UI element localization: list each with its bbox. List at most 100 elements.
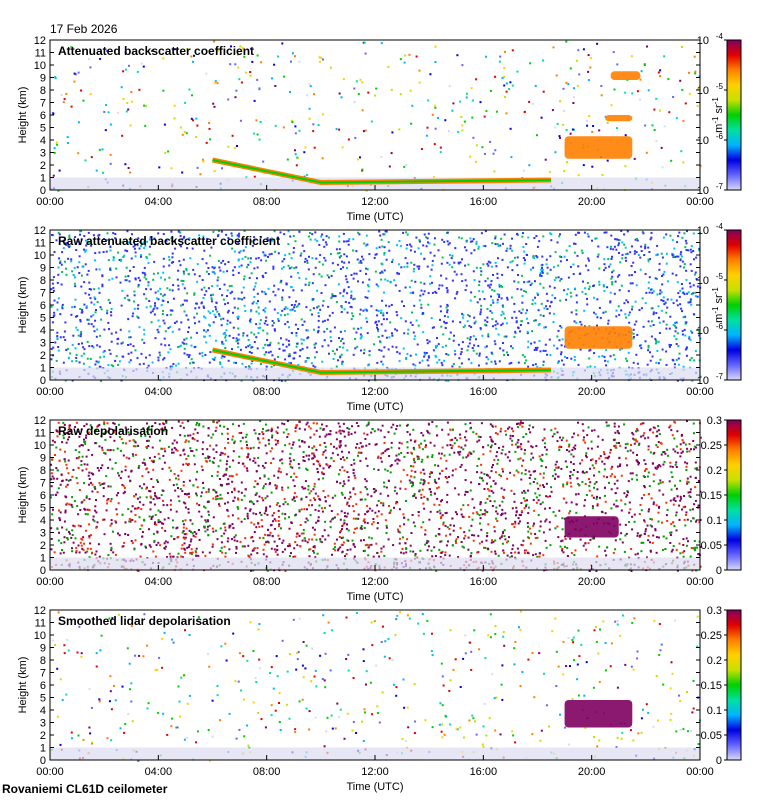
colorbar-tick-label: 0.15 [701, 680, 722, 692]
colorbar-tick-label: 0.3 [707, 605, 722, 617]
colorbar-ramp [726, 39, 742, 191]
cloud-feature-1 [564, 136, 633, 159]
plot-area [50, 230, 700, 380]
y-tick-label: 2 [40, 350, 46, 362]
x-tick-label: 08:00 [253, 576, 281, 588]
panel-1: Attenuated backscatter coefficient012345… [17, 32, 742, 223]
heatmap-texture [50, 40, 702, 192]
instrument-label: Rovaniemi CL61D ceilometer [2, 782, 168, 796]
x-tick-label: 16:00 [470, 196, 498, 208]
x-tick-label: 04:00 [145, 576, 173, 588]
panel-title: Smoothed lidar depolarisation [58, 614, 231, 628]
x-tick-label: 20:00 [578, 576, 606, 588]
y-tick-label: 7 [40, 98, 46, 110]
y-tick-label: 3 [40, 338, 46, 350]
y-tick-label: 9 [40, 643, 46, 655]
x-tick-label: 04:00 [145, 766, 173, 778]
colorbar-tick-label: 10 -4 [697, 32, 724, 47]
y-tick-label: 8 [40, 655, 46, 667]
x-tick-label: 00:00 [36, 196, 64, 208]
y-tick-label: 8 [40, 275, 46, 287]
x-axis-label: Time (UTC) [346, 591, 403, 603]
heatmap-texture [50, 230, 702, 382]
x-tick-label: 00:00 [686, 386, 714, 398]
y-tick-label: 7 [40, 288, 46, 300]
panel-title: Raw depolarisation [58, 424, 168, 438]
colorbar-ramp [726, 229, 742, 381]
y-tick-label: 7 [40, 478, 46, 490]
boundary-layer [50, 747, 700, 760]
y-tick-label: 2 [40, 160, 46, 172]
y-tick-label: 1 [40, 173, 46, 185]
plot-area [50, 610, 700, 760]
cloud-feature-1 [564, 700, 633, 728]
y-tick-label: 1 [40, 743, 46, 755]
x-tick-label: 08:00 [253, 196, 281, 208]
y-tick-label: 11 [35, 238, 46, 250]
y-tick-label: 12 [34, 35, 46, 47]
x-tick-label: 00:00 [686, 576, 714, 588]
colorbar-ramp [726, 609, 742, 761]
x-axis-label: Time (UTC) [346, 401, 403, 413]
y-tick-label: 12 [34, 605, 46, 617]
y-tick-label: 5 [40, 313, 46, 325]
y-tick-label: 5 [40, 693, 46, 705]
x-tick-label: 00:00 [36, 576, 64, 588]
colorbar-tick-label: 10 -5 [697, 272, 724, 287]
x-tick-label: 20:00 [578, 386, 606, 398]
y-tick-label: 4 [40, 325, 46, 337]
y-tick-label: 12 [34, 415, 46, 427]
colorbar-tick-label: 0.1 [707, 705, 722, 717]
colorbar-tick-label: 10 -6 [697, 132, 724, 147]
panel-4: Smoothed lidar depolarisation01234567891… [17, 605, 742, 793]
y-tick-label: 5 [40, 503, 46, 515]
x-tick-label: 20:00 [578, 766, 606, 778]
low-cloud-core [212, 159, 552, 184]
colorbar-tick-label: 10 -7 [697, 182, 724, 197]
x-tick-label: 16:00 [470, 766, 498, 778]
x-tick-label: 20:00 [578, 196, 606, 208]
date-label: 17 Feb 2026 [50, 22, 118, 36]
colorbar-tick-label: 10 -6 [697, 322, 724, 337]
cloud-feature-3 [610, 71, 641, 80]
y-tick-label: 0 [40, 565, 46, 577]
y-tick-label: 11 [35, 428, 46, 440]
y-tick-label: 0 [40, 185, 46, 197]
cloud-feature-1 [564, 326, 633, 349]
plot-area [50, 420, 700, 570]
y-axis-label: Height (km) [17, 87, 29, 144]
y-tick-label: 9 [40, 73, 46, 85]
x-tick-label: 08:00 [253, 766, 281, 778]
colorbar-tick-label: 0.25 [701, 630, 722, 642]
y-axis-label: Height (km) [17, 657, 29, 714]
boundary-layer [50, 557, 700, 570]
y-tick-label: 10 [34, 60, 46, 72]
colorbar-tick-label: 0.2 [707, 655, 722, 667]
colorbar-tick-label: 10 -4 [697, 222, 724, 237]
x-tick-label: 00:00 [36, 766, 64, 778]
y-tick-label: 2 [40, 730, 46, 742]
y-tick-label: 8 [40, 85, 46, 97]
colorbar-tick-label: 0.2 [707, 465, 722, 477]
x-tick-label: 00:00 [36, 386, 64, 398]
x-tick-label: 12:00 [361, 766, 389, 778]
colorbar-tick-label: 0.3 [707, 415, 722, 427]
x-tick-label: 04:00 [145, 386, 173, 398]
x-tick-label: 00:00 [686, 766, 714, 778]
x-tick-label: 12:00 [361, 196, 389, 208]
y-tick-label: 9 [40, 453, 46, 465]
y-tick-label: 6 [40, 110, 46, 122]
colorbar: 0.3 0.25 0.2 0.15 0.1 0.05 0 [701, 415, 742, 577]
cloud-feature-1 [564, 516, 619, 538]
plot-area [50, 40, 700, 190]
y-tick-label: 11 [35, 48, 46, 60]
y-tick-label: 4 [40, 135, 46, 147]
panel-title: Attenuated backscatter coefficient [58, 44, 254, 58]
y-tick-label: 3 [40, 528, 46, 540]
y-tick-label: 10 [34, 250, 46, 262]
x-tick-label: 04:00 [145, 196, 173, 208]
y-axis-label: Height (km) [17, 467, 29, 524]
y-tick-label: 6 [40, 300, 46, 312]
